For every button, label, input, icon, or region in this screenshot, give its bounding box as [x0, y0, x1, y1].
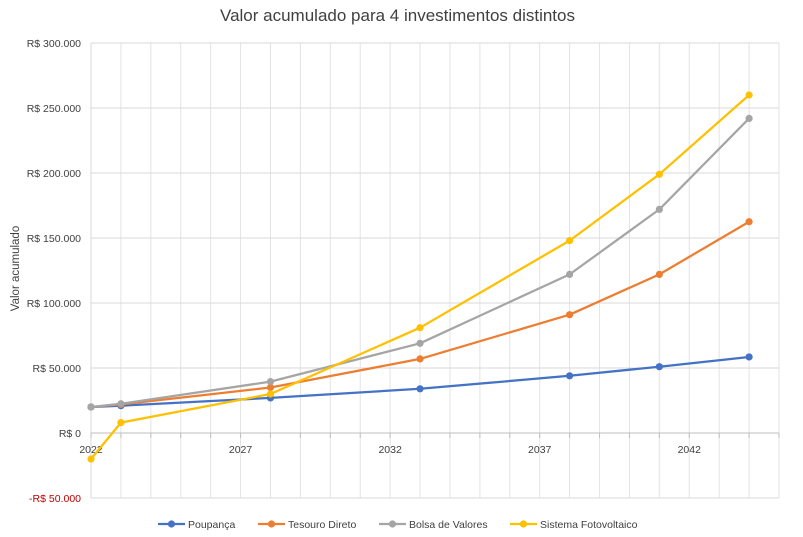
data-point	[745, 114, 753, 122]
data-point	[566, 270, 574, 278]
y-tick-label: R$ 300.000	[27, 38, 81, 50]
x-tick-label: 2037	[528, 444, 552, 456]
gridlines	[90, 42, 780, 499]
y-axis-title: Valor acumulado	[10, 226, 22, 311]
y-tick-label: R$ 0	[59, 428, 81, 440]
legend-label: Poupança	[188, 519, 235, 531]
data-point	[566, 372, 574, 380]
series-bolsa-de-valores	[87, 114, 753, 411]
legend-item: Poupança	[158, 519, 235, 531]
x-tick-label: 2032	[378, 444, 402, 456]
legend: Poupança Tesouro Direto Bolsa de Valores Si…	[158, 519, 638, 531]
data-point	[117, 400, 125, 408]
data-point	[655, 270, 663, 278]
data-point	[87, 455, 95, 463]
legend-label: Tesouro Direto	[288, 519, 356, 531]
data-point	[655, 363, 663, 371]
data-point	[566, 311, 574, 319]
data-point	[655, 205, 663, 213]
data-point	[416, 339, 424, 347]
legend-label: Sistema Fotovoltaico	[540, 519, 638, 531]
y-tick-label: R$ 250.000	[27, 103, 81, 115]
data-point	[87, 403, 95, 411]
legend-item: Bolsa de Valores	[379, 519, 488, 531]
data-point	[266, 390, 275, 398]
series-sistema-fotovoltaico	[87, 91, 753, 463]
y-tick-label: R$ 200.000	[27, 168, 81, 180]
legend-marker	[519, 520, 528, 528]
data-point	[745, 218, 753, 226]
x-tick-label: 2042	[678, 444, 702, 456]
y-tick-label: -R$ 50.000	[29, 493, 81, 505]
data-point	[416, 324, 424, 332]
data-point	[416, 355, 424, 363]
legend-item: Tesouro Direto	[258, 519, 356, 531]
data-point	[745, 353, 753, 361]
data-point	[266, 383, 275, 392]
x-tick-label: 2027	[229, 444, 253, 456]
legend-item: Sistema Fotovoltaico	[510, 519, 638, 531]
chart-title: Valor acumulado para 4 investimentos dis…	[220, 6, 575, 25]
data-point	[745, 91, 753, 99]
data-point	[655, 170, 663, 178]
data-point	[117, 419, 125, 427]
data-point	[566, 237, 574, 245]
data-point	[266, 378, 275, 386]
legend-marker	[388, 520, 397, 528]
data-point	[416, 385, 424, 393]
legend-marker	[167, 520, 176, 528]
series-layer	[87, 91, 753, 463]
y-tick-label: R$ 150.000	[27, 233, 81, 245]
y-tick-label: R$ 100.000	[27, 298, 81, 310]
legend-label: Bolsa de Valores	[409, 519, 488, 531]
legend-marker	[267, 520, 276, 528]
y-tick-label: R$ 50.000	[33, 363, 82, 375]
